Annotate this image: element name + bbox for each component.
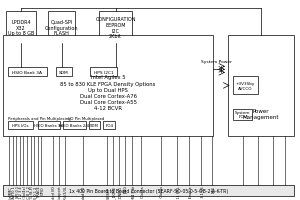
Bar	[90, 68, 117, 77]
Bar	[228, 36, 294, 136]
Text: HPS I2C1: HPS I2C1	[94, 71, 113, 74]
Bar	[6, 12, 36, 44]
Text: SD/eMMC: SD/eMMC	[9, 185, 13, 200]
Text: LBR: LBR	[211, 185, 215, 192]
Bar	[38, 121, 60, 129]
Text: I/O Pin Multiplexed: I/O Pin Multiplexed	[68, 116, 104, 120]
Bar	[3, 36, 213, 136]
Text: HPS_COLS_SBSEP: HPS_COLS_SBSEP	[106, 185, 110, 200]
Text: I2C 0 1 2 3 4: I2C 0 1 2 3 4	[20, 185, 23, 200]
Bar	[56, 68, 72, 77]
Text: USB 2.0 OTG (8-P): USB 2.0 OTG (8-P)	[30, 185, 34, 200]
Text: USB 3.1 SS: USB 3.1 SS	[201, 185, 205, 200]
Text: HSIO Banks 3x: HSIO Banks 3x	[34, 123, 63, 127]
Text: RGMII 0 1 2: RGMII 0 1 2	[34, 185, 38, 200]
Text: CONF_DONE: CONF_DONE	[112, 185, 116, 200]
Bar	[103, 121, 115, 129]
Text: HPS TRACE: HPS TRACE	[38, 185, 41, 200]
Text: 1x 400 Pin Board to Board Connector (SEARF-SO-05-0-5-GB-2-A-K-TR): 1x 400 Pin Board to Board Connector (SEA…	[69, 188, 228, 193]
Bar	[63, 121, 86, 129]
Text: CAN 0 1 (3x/4x): CAN 0 1 (3x/4x)	[23, 185, 27, 200]
Text: nCONFIG: nCONFIG	[118, 185, 122, 200]
Text: Peripherals and Pin Multiplexing: Peripherals and Pin Multiplexing	[8, 116, 71, 120]
Bar	[3, 185, 294, 196]
Text: SDM: SDM	[90, 123, 99, 127]
Text: Up to 256Mbit/Mbps DDR4/3/3L: Up to 256Mbit/Mbps DDR4/3/3L	[64, 185, 68, 200]
Bar	[99, 12, 132, 44]
Bar	[8, 121, 33, 129]
Text: HSIO Banks 2/4: HSIO Banks 2/4	[59, 123, 89, 127]
Text: Power
Management: Power Management	[243, 109, 279, 119]
Bar	[232, 77, 258, 95]
Text: 6:11 HTL: 6:11 HTL	[177, 185, 181, 200]
Text: I2C 0 1 2: I2C 0 1 2	[27, 185, 31, 200]
Text: JTAG: JTAG	[124, 185, 128, 193]
Text: HPS I/Os: HPS I/Os	[12, 123, 28, 127]
Text: 1.8V Single Ended I/O: 1.8V Single Ended I/O	[82, 185, 86, 200]
Text: 4:1:2 DDR4 Pair: 4:1:2 DDR4 Pair	[132, 185, 136, 200]
Text: LPDDR4
X32
Up to 8 GB: LPDDR4 X32 Up to 8 GB	[8, 20, 34, 36]
Text: System Power: System Power	[201, 60, 231, 64]
Text: SPI 0 1: SPI 0 1	[16, 185, 20, 197]
Text: 24 Single Ended I/O: 24 Single Ended I/O	[52, 185, 56, 200]
Bar	[8, 68, 46, 77]
Text: CONFIGURATION
EEPROM
I2C
2Kbit: CONFIGURATION EEPROM I2C 2Kbit	[95, 17, 136, 39]
Bar	[88, 121, 100, 129]
Bar	[232, 109, 252, 120]
Text: SDM: SDM	[59, 71, 69, 74]
Text: SCUE Diff Clocks: SCUE Diff Clocks	[141, 185, 145, 200]
Text: Quad-SPI
Configuration
FLASH: Quad-SPI Configuration FLASH	[45, 20, 78, 36]
Text: I/O4: I/O4	[105, 123, 113, 127]
Bar	[48, 12, 75, 44]
Text: I2C/I2S Support: I2C/I2S Support	[58, 185, 62, 200]
Text: 20 Slow Fast Clocks: 20 Slow Fast Clocks	[160, 185, 164, 200]
Text: +3V3Sby
AVCCO: +3V3Sby AVCCO	[236, 82, 255, 90]
Text: GPIO: GPIO	[41, 185, 45, 194]
Text: HSIO Bank 3A: HSIO Bank 3A	[12, 71, 42, 74]
Text: UART0 1: UART0 1	[12, 185, 16, 200]
Text: Intel Agilex 5
85 to 830 KLE FPGA Density Options
Up to Dual HPS
Dual Core Corte: Intel Agilex 5 85 to 830 KLE FPGA Densit…	[60, 75, 156, 111]
Text: System
I/Os: System I/Os	[235, 110, 250, 119]
Text: FPGA Analog Power Enable: FPGA Analog Power Enable	[189, 185, 193, 200]
